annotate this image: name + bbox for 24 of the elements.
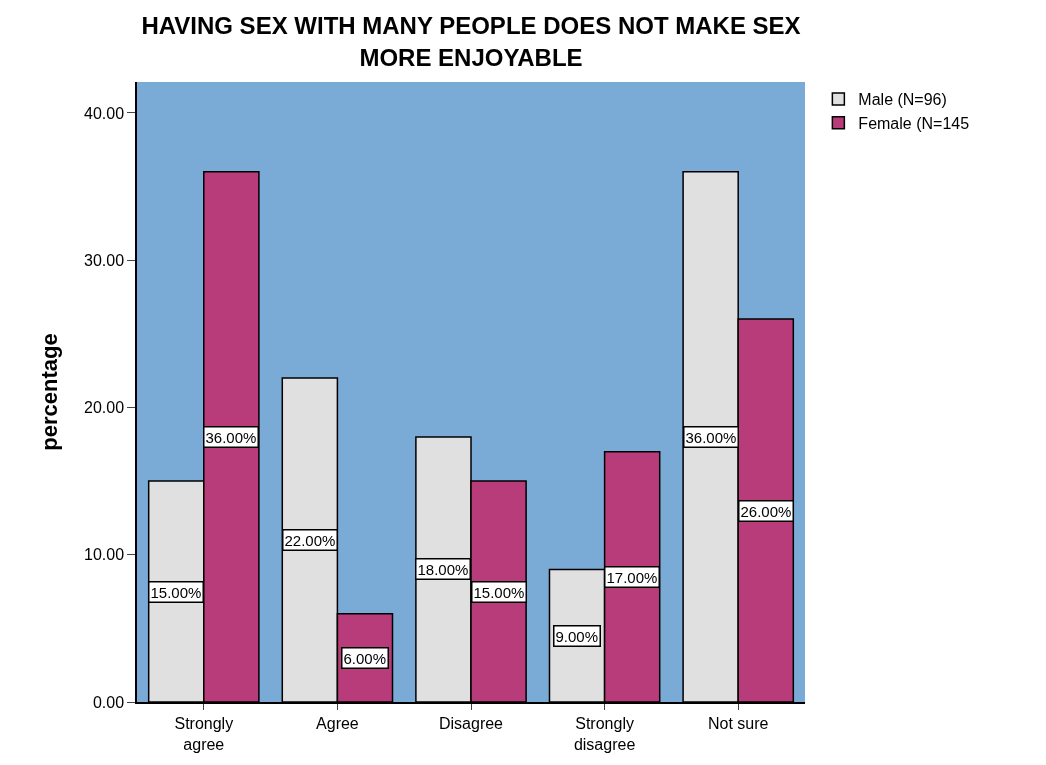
data-label: 36.00% [205, 428, 257, 446]
data-label: 6.00% [343, 649, 387, 667]
data-label: 15.00% [150, 583, 202, 601]
data-label: 15.00% [473, 583, 525, 601]
y-tick-label: 20.00 [84, 399, 125, 417]
data-label: 26.00% [740, 502, 792, 520]
legend-label: Male (N=96) [858, 91, 947, 109]
data-label: 36.00% [685, 428, 737, 446]
x-tick-label: Not sure [707, 714, 769, 732]
y-tick-label: 30.00 [84, 251, 125, 269]
x-tick-label: Strongly agree [174, 714, 234, 753]
y-tick-label: 10.00 [84, 546, 125, 564]
data-label: 9.00% [555, 627, 599, 645]
data-label: 18.00% [417, 560, 469, 578]
y-tick-label: 40.00 [84, 104, 125, 122]
data-label: 22.00% [284, 531, 336, 549]
y-tick-label: 0.00 [92, 693, 125, 711]
legend-label: Female (N=145 [858, 114, 970, 132]
y-axis-title: percentage [37, 333, 63, 451]
x-tick-label: Agree [316, 714, 359, 732]
data-label: 17.00% [606, 568, 658, 586]
chart-title: HAVING SEX WITH MANY PEOPLE DOES NOT MAKE SEX MORE ENJOYABLE [141, 12, 801, 71]
x-tick-label: Strongly disagree [573, 714, 636, 753]
x-tick-label: Disagree [438, 714, 504, 732]
